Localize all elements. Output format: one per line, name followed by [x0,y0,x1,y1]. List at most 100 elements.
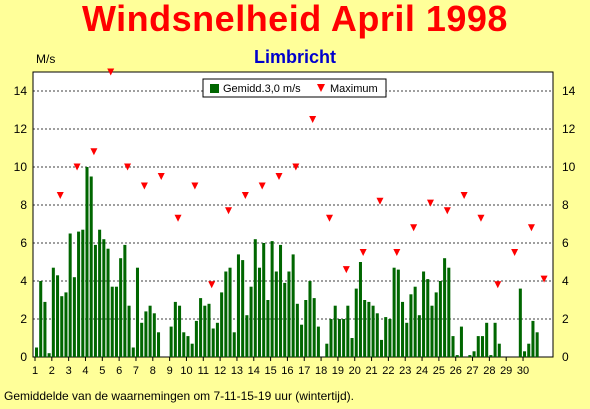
x-tick-label: 15 [264,365,276,377]
maximum-marker [410,224,418,232]
average-bar [354,288,358,357]
average-bar [274,271,278,357]
average-bar [131,347,135,357]
average-bar [85,167,89,357]
maximum-marker [494,281,502,289]
maximum-marker [292,163,300,171]
y-tick-label-left: 14 [14,84,28,98]
average-bar [485,322,489,357]
average-bar [295,303,299,357]
legend-bar-swatch [210,84,219,93]
average-bar [72,277,76,357]
average-bar [135,267,139,357]
average-bar [190,343,194,357]
average-bar [207,303,211,357]
x-tick-label: 8 [150,365,156,377]
average-bar [422,271,426,357]
y-tick-label-right: 2 [562,312,569,326]
average-bar [220,292,224,357]
y-tick-label-left: 4 [20,274,27,288]
chart-subtitle: Limbricht [253,47,336,67]
maximum-marker [107,68,115,76]
average-bar [523,351,527,357]
average-bar [367,301,371,357]
average-bar [308,281,312,357]
x-tick-label: 29 [500,365,512,377]
average-bar [316,326,320,357]
average-bar [249,286,253,357]
average-bar [430,305,434,357]
y-tick-label-right: 8 [562,198,569,212]
average-bar [304,300,308,357]
x-tick-label: 27 [466,365,478,377]
average-bar [173,301,177,357]
maximum-marker [73,163,81,171]
average-bar [236,254,240,357]
average-bar [211,328,215,357]
average-bar [396,269,400,357]
y-tick-label-left: 12 [14,122,28,136]
average-bar [215,322,219,357]
maximum-marker [393,249,401,256]
x-tick-label: 14 [248,365,260,377]
maximum-marker [325,214,333,222]
x-tick-label: 11 [198,365,209,377]
average-bar [51,267,55,357]
y-tick-label-right: 6 [562,236,569,250]
average-bar [417,315,421,357]
average-bar [43,301,47,357]
average-bar [266,300,270,357]
x-tick-label: 24 [416,365,428,377]
y-tick-label-right: 12 [562,122,576,136]
average-bar [89,176,93,357]
maximum-marker [359,249,367,256]
average-bar [169,326,173,357]
maximum-marker [225,207,233,215]
maximum-marker [443,207,451,215]
maximum-marker [157,173,165,180]
maximum-marker [56,192,64,199]
average-bar [203,305,207,357]
average-bar [426,279,430,357]
average-bar [283,282,287,357]
x-tick-label: 17 [298,365,310,377]
legend-marker-swatch [317,84,325,92]
x-tick-label: 28 [483,365,495,377]
average-bar [388,319,392,357]
x-tick-label: 1 [32,365,38,377]
average-bar [228,267,232,357]
x-tick-label: 19 [332,365,344,377]
average-bar [224,271,228,357]
average-bar [480,336,484,357]
average-bar [287,271,291,357]
average-bar [379,339,384,357]
average-bar [531,320,535,357]
x-tick-label: 23 [399,365,411,377]
maximum-marker [376,197,384,205]
maximum-marker [477,214,485,222]
y-tick-label-right: 0 [562,350,569,364]
average-bar [257,267,262,357]
average-bar [409,294,413,357]
legend-label-average: Gemidd.3,0 m/s [223,83,301,95]
average-bar [110,286,114,357]
average-bar [35,347,39,357]
average-bar [329,319,333,357]
average-bar [68,233,72,357]
average-bar [447,267,451,357]
x-tick-label: 12 [214,365,226,377]
average-bar [232,332,236,357]
average-bar [102,239,106,357]
average-bar [77,231,81,357]
x-tick-label: 6 [116,365,122,377]
average-bar [392,267,396,357]
average-bar [443,258,447,357]
average-bar [405,322,409,357]
average-bar [194,320,198,357]
average-bar [186,336,190,357]
maximum-marker [527,224,535,232]
average-bar [291,254,295,357]
average-bar [455,355,459,357]
y-tick-label-left: 2 [20,312,27,326]
y-tick-label-right: 14 [562,84,576,98]
